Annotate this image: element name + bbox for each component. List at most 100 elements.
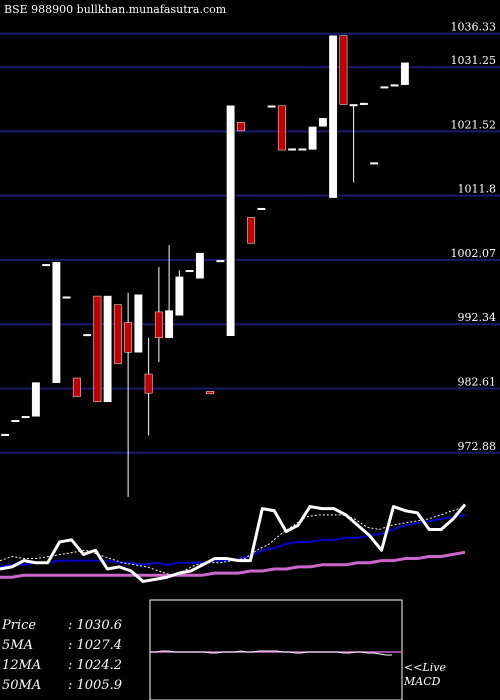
- chart-header: BSE 988900 bullkhan.munafasutra.com: [4, 3, 226, 16]
- info-ma50-label: 50MA: [2, 678, 42, 693]
- candle-body: [339, 35, 348, 105]
- candle: [165, 245, 174, 338]
- candle: [175, 270, 184, 316]
- candle: [359, 102, 368, 105]
- info-price-label: Price: [2, 618, 37, 633]
- candle-body: [277, 105, 286, 151]
- candle-body: [11, 420, 20, 423]
- candle: [52, 262, 61, 383]
- candle-body: [257, 207, 266, 210]
- site-name: bullkhan.munafasutra.com: [76, 3, 227, 16]
- candle: [93, 295, 102, 403]
- candle: [380, 86, 389, 89]
- price-line: [0, 503, 467, 583]
- candle-body: [308, 126, 317, 150]
- candle-body: [113, 304, 122, 364]
- candle-body: [206, 390, 215, 395]
- candle-body: [195, 252, 204, 279]
- candle: [349, 104, 358, 183]
- candle: [144, 337, 153, 436]
- candle: [42, 264, 51, 267]
- candle-body: [226, 105, 235, 336]
- candle: [31, 382, 40, 417]
- candle-body: [236, 122, 245, 132]
- candle: [247, 217, 256, 244]
- candle: [62, 296, 71, 299]
- candle-body: [134, 294, 143, 353]
- candle-body: [124, 322, 133, 353]
- candle: [83, 334, 92, 337]
- macd-label: MACD: [404, 675, 441, 688]
- candle: [134, 294, 143, 353]
- info-ma12-value: : 1024.2: [68, 658, 122, 673]
- candle: [185, 270, 194, 273]
- info-price-value: : 1030.6: [68, 618, 122, 633]
- moving-average-lines: [0, 503, 467, 583]
- y-axis-labels: 1036.33 1031.25 1021.52 1011.8 1002.07 992.34…: [451, 21, 497, 453]
- macd-live-label: <<Live: [404, 661, 446, 674]
- candle-body: [93, 295, 102, 403]
- candle-body: [329, 35, 338, 198]
- candle-body: [83, 334, 92, 337]
- candle: [195, 252, 204, 279]
- candle-body: [175, 276, 184, 316]
- stock-code: 988900: [31, 3, 74, 16]
- candle: [400, 62, 409, 85]
- candle-body: [52, 262, 61, 383]
- y-tick-label: 1036.33: [451, 21, 497, 34]
- candle: [1, 433, 10, 436]
- candle: [339, 35, 348, 105]
- candle: [236, 122, 245, 132]
- candle: [124, 292, 133, 497]
- candle-body: [154, 311, 163, 338]
- candle-body: [390, 84, 399, 87]
- y-tick-label: 1002.07: [451, 247, 497, 260]
- candle-body: [380, 86, 389, 89]
- candle-body: [298, 148, 307, 151]
- candle: [206, 390, 215, 395]
- candle: [11, 420, 20, 423]
- candle-body: [144, 373, 153, 394]
- candle: [390, 84, 399, 87]
- candle-body: [31, 382, 40, 417]
- candle-body: [216, 260, 225, 263]
- y-tick-label: 1031.25: [451, 54, 497, 67]
- info-ma5-value: : 1027.4: [68, 638, 122, 653]
- candle: [226, 105, 235, 336]
- candle-body: [318, 118, 327, 127]
- info-ma5: 5MA : 1027.4: [2, 638, 122, 653]
- candle-body: [247, 217, 256, 244]
- y-tick-label: 1011.8: [458, 183, 497, 196]
- macd-line: [150, 650, 392, 656]
- candle: [308, 126, 317, 150]
- info-ma50: 50MA : 1005.9: [2, 678, 122, 693]
- candle: [103, 295, 112, 403]
- candle-body: [370, 162, 379, 165]
- grid-lines: [0, 32, 500, 454]
- candle-body: [185, 270, 194, 273]
- y-tick-label: 982.61: [458, 376, 497, 389]
- candle: [329, 35, 338, 198]
- candle: [154, 267, 163, 363]
- candle-body: [349, 104, 358, 107]
- candle: [113, 304, 122, 364]
- info-ma5-label: 5MA: [2, 638, 33, 653]
- candle-body: [400, 62, 409, 85]
- candle: [277, 105, 286, 151]
- candlesticks: [1, 35, 409, 497]
- info-ma50-value: : 1005.9: [68, 678, 122, 693]
- candle: [318, 118, 327, 127]
- macd-frame: [149, 599, 403, 700]
- candle: [72, 377, 81, 397]
- candle-body: [1, 433, 10, 436]
- candle: [267, 105, 276, 108]
- ma50-line: [0, 550, 466, 579]
- info-price: Price : 1030.6: [2, 618, 122, 633]
- y-tick-label: 972.88: [458, 440, 497, 453]
- candle-body: [165, 310, 174, 338]
- candle: [298, 148, 307, 151]
- candle: [216, 260, 225, 263]
- y-tick-label: 992.34: [458, 311, 497, 324]
- candle-body: [267, 105, 276, 108]
